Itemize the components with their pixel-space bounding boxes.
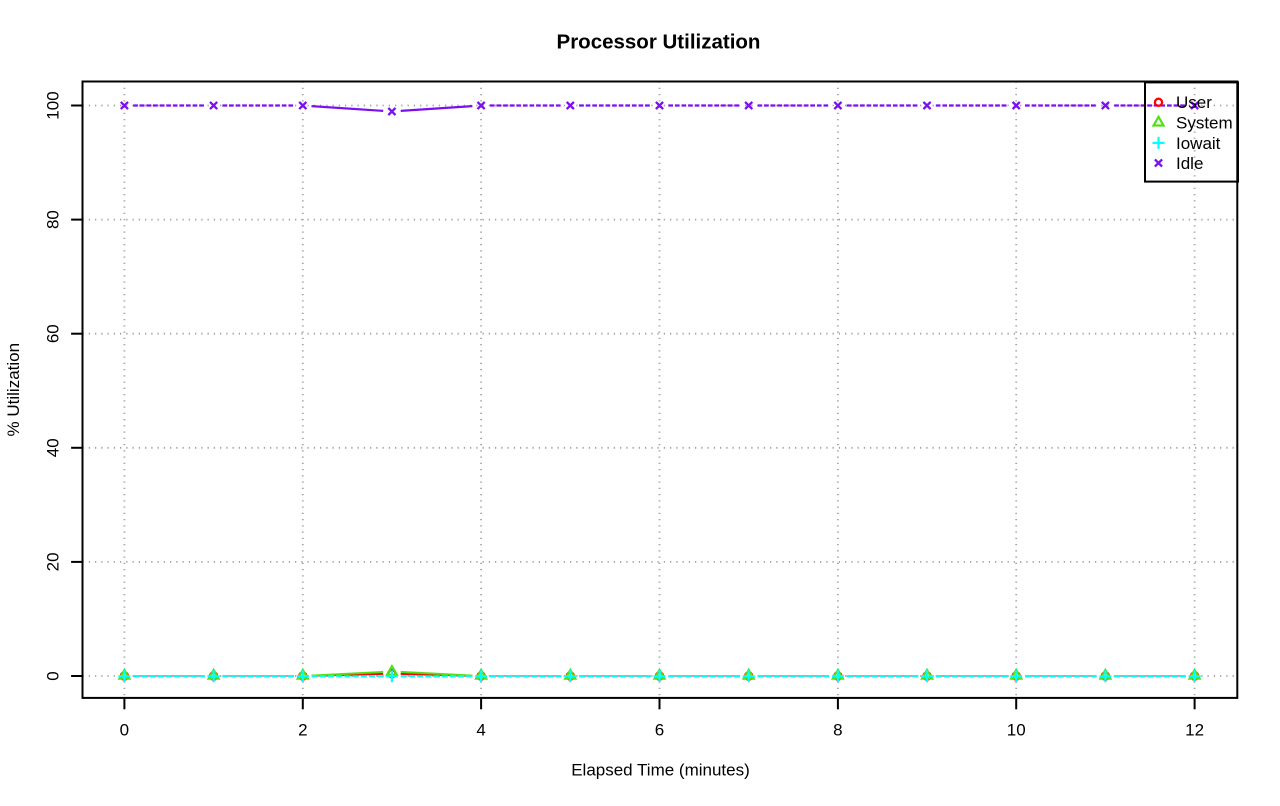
svg-text:System: System [1176, 114, 1233, 133]
svg-text:Idle: Idle [1176, 154, 1203, 173]
svg-text:80: 80 [44, 210, 63, 229]
svg-text:60: 60 [44, 324, 63, 343]
svg-text:2: 2 [298, 720, 307, 739]
svg-text:12: 12 [1185, 720, 1204, 739]
svg-text:10: 10 [1007, 720, 1026, 739]
svg-text:20: 20 [44, 552, 63, 571]
svg-text:100: 100 [44, 91, 63, 119]
svg-text:0: 0 [44, 671, 63, 680]
svg-text:0: 0 [120, 720, 129, 739]
svg-text:User: User [1176, 93, 1212, 112]
svg-text:40: 40 [44, 438, 63, 457]
svg-text:4: 4 [476, 720, 485, 739]
svg-text:8: 8 [833, 720, 842, 739]
svg-text:Processor Utilization: Processor Utilization [557, 31, 761, 54]
svg-text:Elapsed Time (minutes): Elapsed Time (minutes) [571, 760, 750, 779]
svg-text:6: 6 [655, 720, 664, 739]
svg-text:% Utilization: % Utilization [4, 343, 23, 437]
svg-text:Iowait: Iowait [1176, 134, 1221, 153]
